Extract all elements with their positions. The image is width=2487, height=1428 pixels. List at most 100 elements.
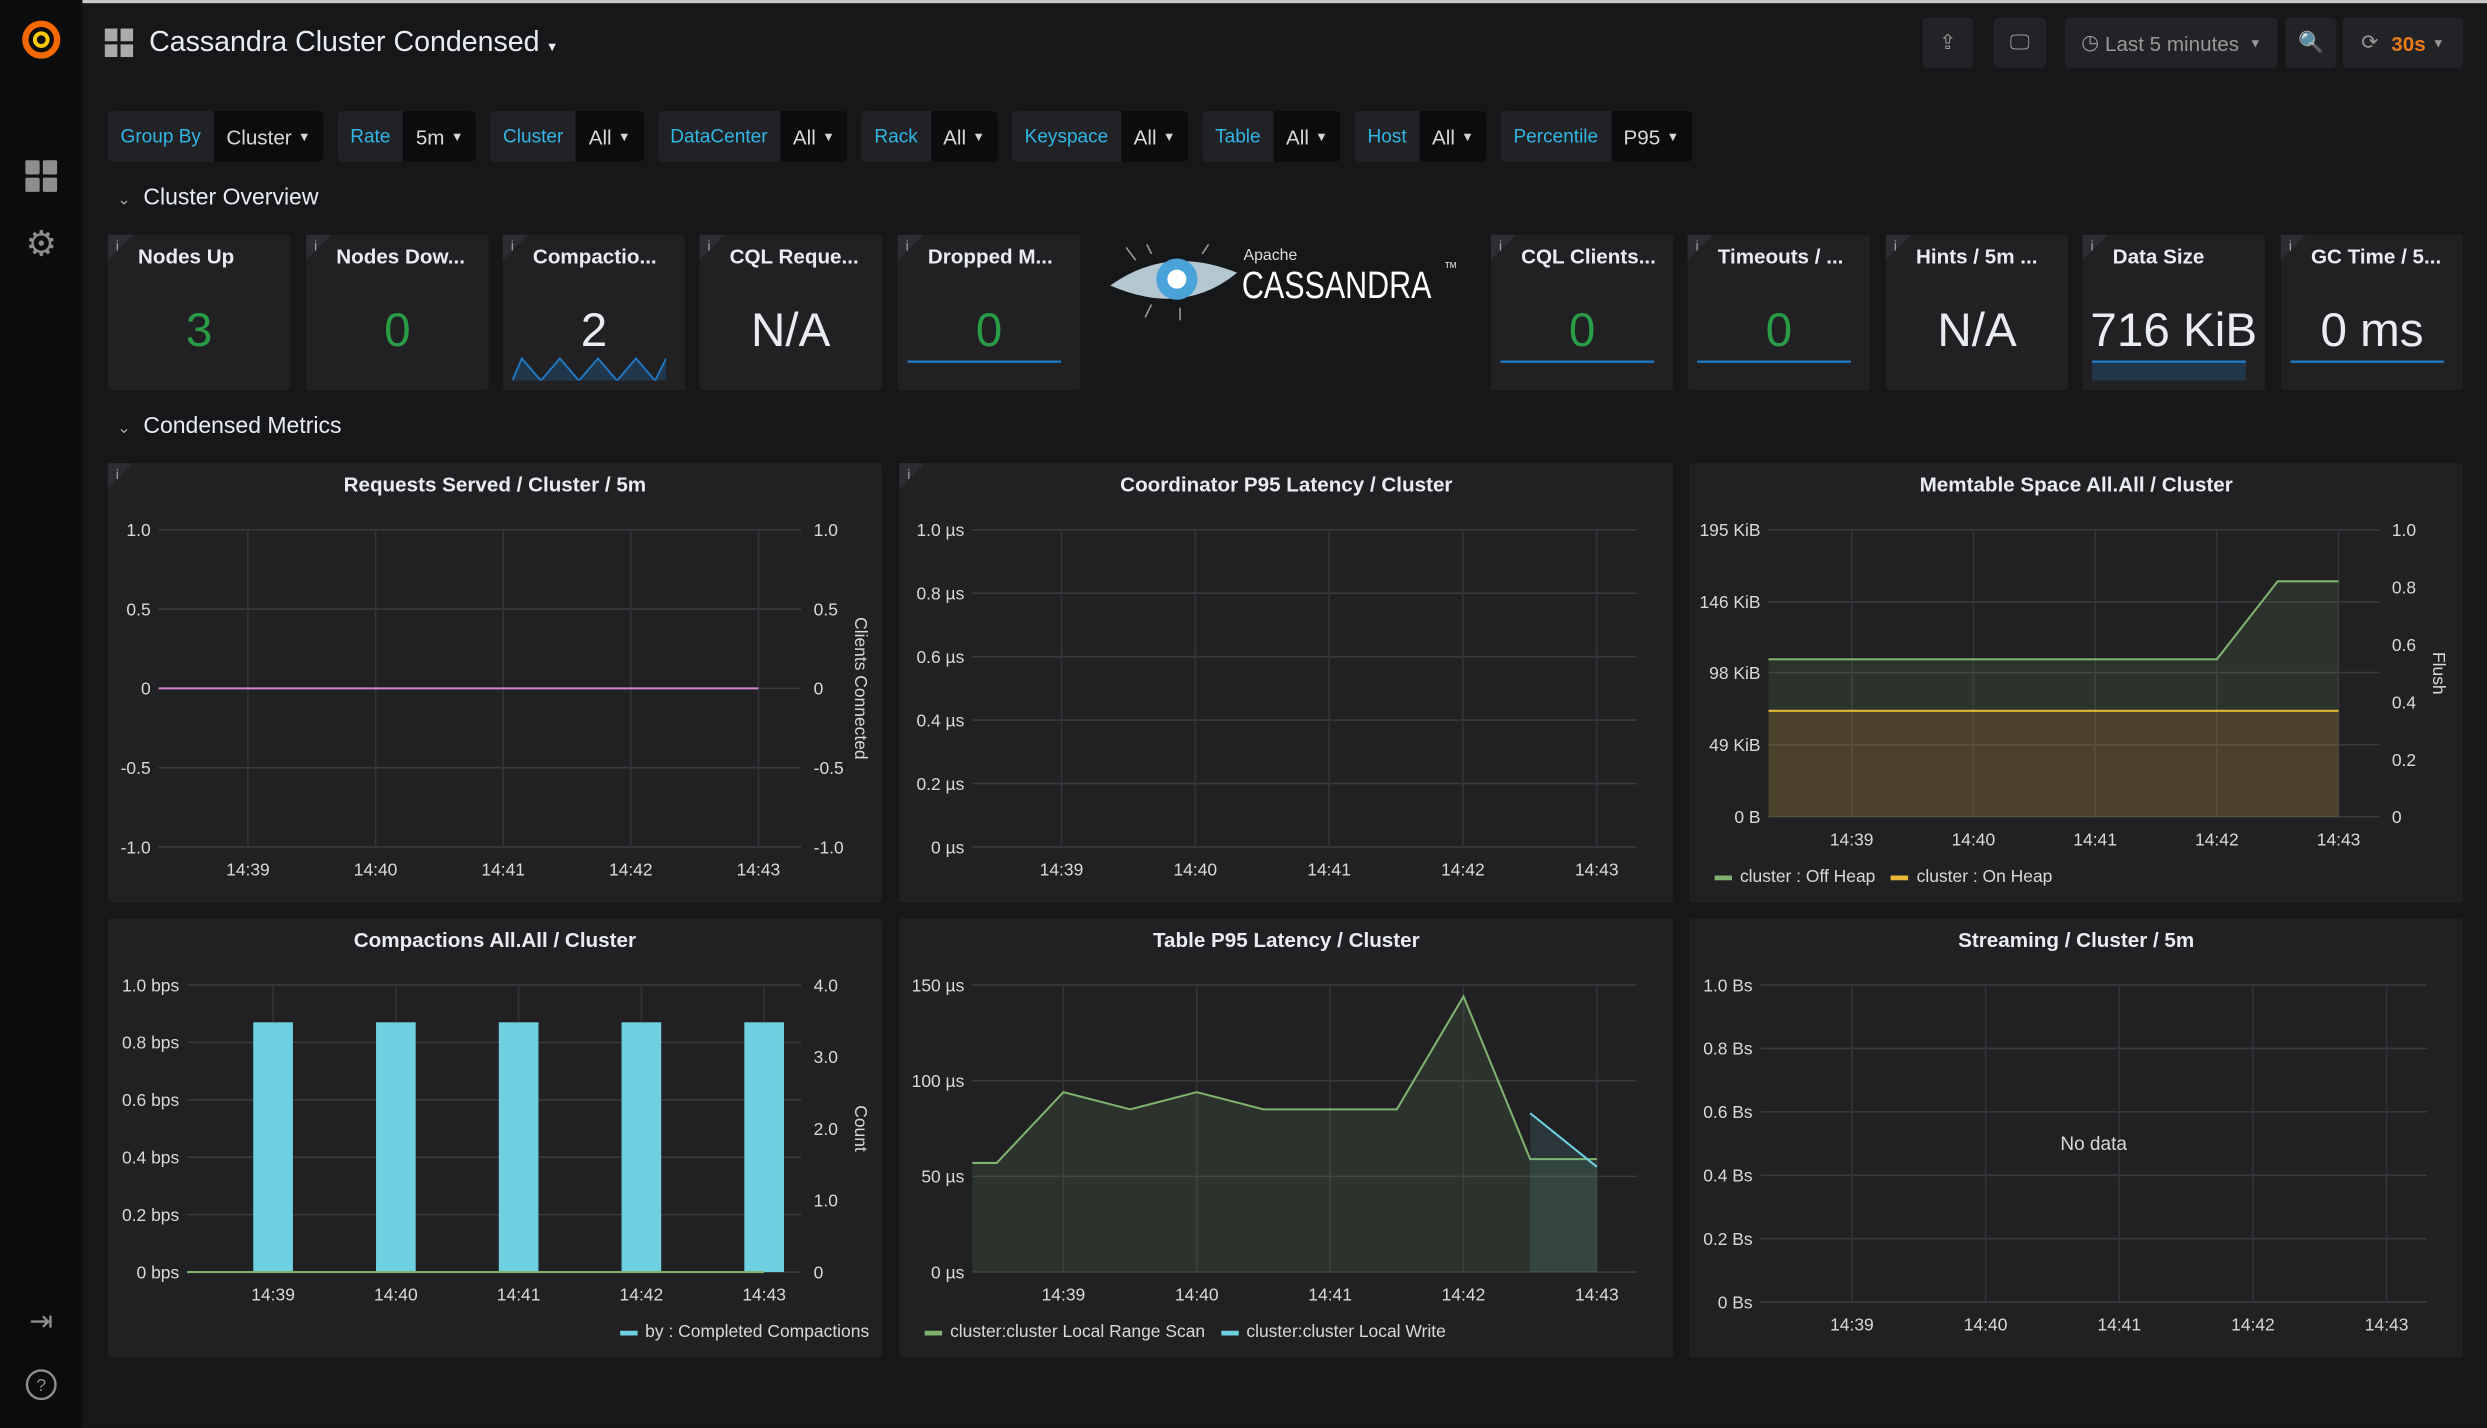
x-tick-label: 14:40 bbox=[1964, 1315, 2008, 1335]
chart-panel[interactable]: i Coordinator P95 Latency / Cluster 1.0 µs… bbox=[899, 463, 1674, 903]
share-button[interactable]: ⇪ bbox=[1922, 17, 1974, 69]
info-corner[interactable] bbox=[107, 234, 134, 261]
info-icon[interactable]: i bbox=[510, 237, 514, 254]
info-corner[interactable] bbox=[2280, 234, 2307, 261]
chevron-down-icon: ▼ bbox=[1461, 129, 1474, 144]
legend-item[interactable]: cluster:cluster Local Write bbox=[1220, 1323, 1446, 1342]
variable-dropdown[interactable]: 5m ▼ bbox=[403, 111, 477, 162]
info-icon[interactable]: i bbox=[1498, 237, 1503, 254]
x-tick-label: 14:41 bbox=[2073, 829, 2117, 849]
info-corner[interactable] bbox=[306, 234, 332, 261]
y-tick-label: 100 µs bbox=[912, 1071, 965, 1091]
chart-panel[interactable]: Compactions All.All / Cluster 1.0 bps 0.8 … bbox=[107, 918, 882, 1358]
row-condensed-metrics[interactable]: ⌄ Condensed Metrics bbox=[117, 414, 341, 439]
bar[interactable] bbox=[744, 1022, 784, 1273]
legend-item[interactable]: cluster : On Heap bbox=[1891, 868, 2052, 887]
variable-dropdown[interactable]: All ▼ bbox=[1419, 111, 1487, 162]
chevron-down-icon: ▼ bbox=[972, 129, 985, 144]
bar[interactable] bbox=[376, 1022, 416, 1273]
stat-panel[interactable]: i CQL Clients... 0 bbox=[1490, 234, 1674, 391]
legend-item[interactable]: cluster:cluster Local Range Scan bbox=[924, 1322, 1206, 1342]
variable-dropdown[interactable]: Cluster ▼ bbox=[213, 111, 324, 162]
y-tick-label: 0.4 Bs bbox=[1703, 1166, 1753, 1186]
info-icon[interactable]: i bbox=[314, 237, 318, 254]
help-icon[interactable]: ? bbox=[21, 1367, 62, 1408]
stat-panel[interactable]: i Hints / 5m ... N/A bbox=[1885, 234, 2069, 391]
info-corner[interactable] bbox=[899, 463, 925, 489]
chart-panel[interactable]: Memtable Space All.All / Cluster 195 KiB 1… bbox=[1689, 463, 2464, 903]
x-tick-label: 14:43 bbox=[1575, 860, 1619, 880]
dashboard-grid-icon bbox=[104, 28, 134, 65]
info-corner[interactable] bbox=[1885, 234, 1912, 261]
variable-dropdown[interactable]: All ▼ bbox=[1120, 111, 1189, 162]
info-icon[interactable]: i bbox=[1893, 237, 1897, 254]
y-tick-label: 0.2 Bs bbox=[1703, 1229, 1753, 1249]
chart-panel[interactable]: i Requests Served / Cluster / 5m 1.0 0.5 0 -0… bbox=[107, 463, 882, 903]
dashboard-title[interactable]: Cassandra Cluster Condensed ▼ bbox=[149, 25, 558, 58]
bar[interactable] bbox=[621, 1022, 662, 1273]
variable-dropdown[interactable]: P95 ▼ bbox=[1610, 111, 1692, 162]
info-icon[interactable]: i bbox=[2090, 237, 2094, 254]
info-icon[interactable]: i bbox=[1695, 237, 1699, 254]
variable-dropdown[interactable]: All ▼ bbox=[780, 111, 848, 162]
legend-label: cluster:cluster Local Range Scan bbox=[950, 1322, 1206, 1342]
stat-panel[interactable]: i GC Time / 5... 0 ms bbox=[2280, 234, 2464, 391]
legend-item[interactable]: by : Completed Compactions bbox=[619, 1323, 869, 1342]
zoom-out-button[interactable]: 🔍 bbox=[2285, 17, 2337, 69]
info-icon[interactable]: i bbox=[2288, 237, 2292, 254]
stat-panel[interactable]: i Compactio... 2 bbox=[502, 234, 686, 391]
variable-dropdown[interactable]: All ▼ bbox=[576, 111, 644, 162]
info-corner[interactable] bbox=[107, 463, 134, 489]
series-line[interactable] bbox=[1768, 580, 2339, 661]
chart-panel[interactable]: Table P95 Latency / Cluster 150 µs 100 µs 5… bbox=[899, 918, 1674, 1358]
row-cluster-overview[interactable]: ⌄ Cluster Overview bbox=[117, 186, 318, 211]
sign-in-icon[interactable]: ⇥ bbox=[29, 1305, 54, 1338]
info-corner[interactable] bbox=[2082, 234, 2108, 261]
time-picker[interactable]: ◷ Last 5 minutes ▼ bbox=[2065, 17, 2278, 69]
y-tick-label: 49 KiB bbox=[1709, 735, 1760, 755]
x-tick-label: 14:42 bbox=[1441, 860, 1485, 880]
legend-color-swatch bbox=[924, 1330, 943, 1335]
legend-item[interactable]: cluster : Off Heap bbox=[1714, 868, 1875, 887]
stat-title: GC Time / 5... bbox=[2310, 244, 2442, 269]
stat-panel[interactable]: i CQL Reque... N/A bbox=[699, 234, 882, 391]
bar[interactable] bbox=[498, 1022, 539, 1273]
stat-value: 0 bbox=[384, 304, 411, 357]
chevron-down-icon: ⌄ bbox=[117, 191, 131, 210]
dashboards-icon[interactable] bbox=[21, 159, 62, 200]
info-corner[interactable] bbox=[1490, 234, 1517, 261]
chart-plot: 150 µs 100 µs 50 µs 0 µs 14:39 14:40 14:41 14:4… bbox=[912, 975, 1637, 1305]
chart-panel[interactable]: Streaming / Cluster / 5m 1.0 Bs 0.8 Bs 0.6 … bbox=[1689, 918, 2464, 1358]
info-corner[interactable] bbox=[502, 234, 529, 261]
variable-dropdown[interactable]: All ▼ bbox=[1273, 111, 1341, 162]
x-tick-label: 14:42 bbox=[609, 860, 653, 880]
stat-panel[interactable]: i Data Size 716 KiB bbox=[2082, 234, 2265, 391]
series-line[interactable] bbox=[972, 994, 1597, 1164]
info-icon[interactable]: i bbox=[115, 237, 119, 254]
info-icon[interactable]: i bbox=[115, 466, 119, 483]
sparkline bbox=[2092, 360, 2246, 381]
variable-dropdown[interactable]: All ▼ bbox=[930, 111, 998, 162]
variable-label: Table bbox=[1202, 111, 1274, 162]
sparkline bbox=[512, 356, 667, 381]
stat-panel[interactable]: i Timeouts / ... 0 bbox=[1687, 234, 1871, 391]
info-corner[interactable] bbox=[699, 234, 725, 261]
info-corner[interactable] bbox=[1687, 234, 1713, 261]
stat-panel[interactable]: i Nodes Up 3 bbox=[107, 234, 291, 391]
time-range-label: Last 5 minutes bbox=[2104, 30, 2240, 55]
grafana-logo-icon[interactable] bbox=[21, 19, 62, 60]
stat-panel[interactable]: i Nodes Dow... 0 bbox=[306, 234, 489, 391]
gear-icon[interactable]: ⚙ bbox=[25, 223, 57, 264]
y-tick-label: 0 Bs bbox=[1718, 1293, 1753, 1313]
y-tick-label: 0.4 µs bbox=[916, 710, 964, 730]
refresh-picker[interactable]: ⟳ 30s ▼ bbox=[2342, 17, 2464, 69]
x-tick-label: 14:43 bbox=[2317, 829, 2361, 849]
stat-panel[interactable]: i Dropped M... 0 bbox=[897, 234, 1081, 391]
info-icon[interactable]: i bbox=[907, 466, 911, 483]
info-corner[interactable] bbox=[897, 234, 924, 261]
tv-mode-button[interactable]: 🖵 bbox=[1993, 17, 2047, 69]
bar[interactable] bbox=[253, 1022, 293, 1273]
info-icon[interactable]: i bbox=[707, 237, 711, 254]
series-line[interactable] bbox=[1529, 1112, 1598, 1168]
info-icon[interactable]: i bbox=[905, 237, 909, 254]
